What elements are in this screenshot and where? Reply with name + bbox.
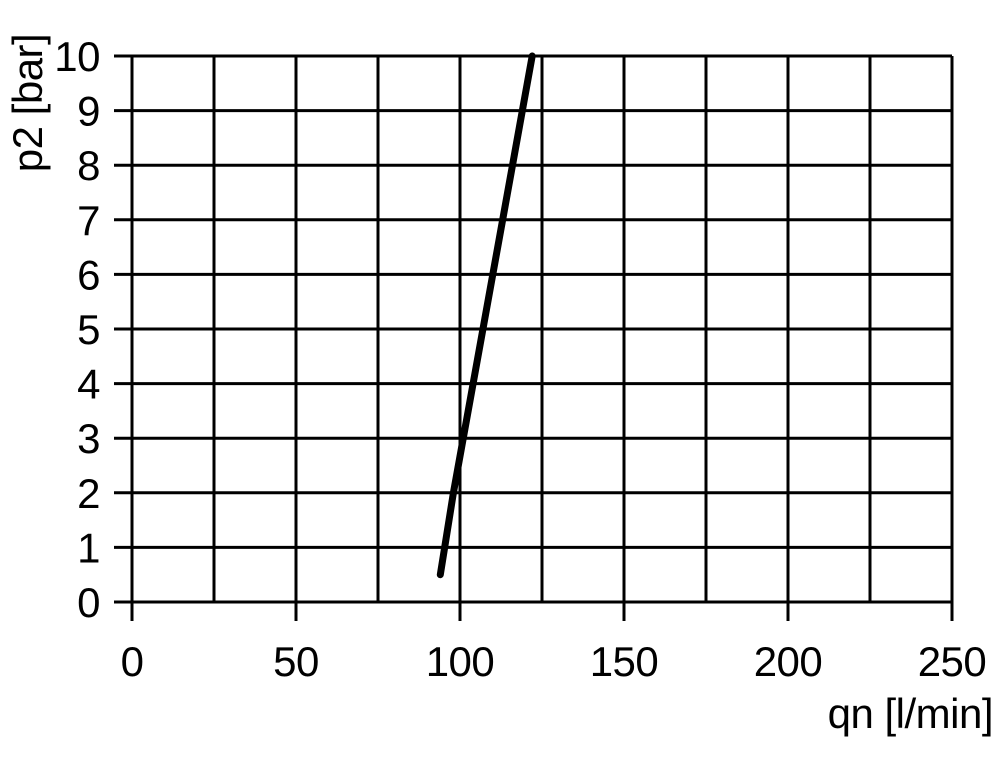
x-tick-label-50: 50 <box>273 638 319 685</box>
y-axis-label: p2 [bar] <box>4 34 51 172</box>
y-tick-label-5: 5 <box>77 306 100 353</box>
x-tick-label-200: 200 <box>754 638 823 685</box>
y-tick-label-10: 10 <box>54 33 100 80</box>
y-tick-label-7: 7 <box>77 197 100 244</box>
y-tick-label-2: 2 <box>77 470 100 517</box>
x-tick-label-250: 250 <box>918 638 987 685</box>
y-tick-label-0: 0 <box>77 579 100 626</box>
x-tick-label-100: 100 <box>426 638 495 685</box>
series-pressure-drop-flow-curve <box>436 52 536 579</box>
y-tick-label-3: 3 <box>77 415 100 462</box>
y-tick-label-4: 4 <box>77 361 100 408</box>
x-axis-label: qn [l/min] <box>828 690 993 737</box>
y-tick-label-9: 9 <box>77 88 100 135</box>
y-tick-label-6: 6 <box>77 251 100 298</box>
x-tick-label-150: 150 <box>590 638 659 685</box>
x-tick-label-0: 0 <box>121 638 144 685</box>
y-tick-label-1: 1 <box>77 524 100 571</box>
y-tick-label-8: 8 <box>77 142 100 189</box>
